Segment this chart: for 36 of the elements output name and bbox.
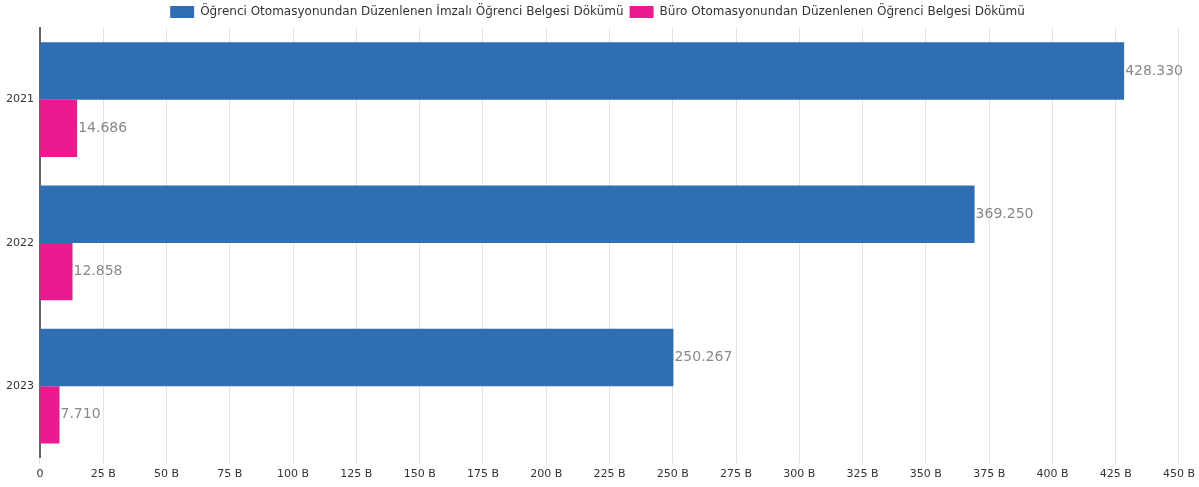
x-tick-label: 50 B <box>154 467 180 481</box>
bar <box>40 42 1125 100</box>
x-tick-label: 125 B <box>340 467 373 481</box>
x-tick-label: 0 <box>36 467 44 481</box>
x-tick-label: 100 B <box>277 467 310 481</box>
x-tick-label: 150 B <box>403 467 436 481</box>
x-tick-label: 450 B <box>1162 467 1195 481</box>
data-label: 428.330 <box>1125 61 1184 78</box>
y-tick-label: 2022 <box>5 235 34 249</box>
legend-label: Büro Otomasyonundan Düzenlenen Öğrenci Belgesi Dökümü <box>659 2 1025 19</box>
bar <box>40 328 674 387</box>
x-tick-label: 75 B <box>217 467 243 481</box>
data-label: 7.710 <box>60 405 101 422</box>
y-tick-label: 2021 <box>5 92 34 106</box>
x-tick-label: 325 B <box>846 467 879 481</box>
data-label: 250.267 <box>674 348 733 365</box>
bar <box>40 99 78 157</box>
data-label: 14.686 <box>78 118 128 135</box>
data-label: 12.858 <box>73 262 123 279</box>
x-tick-label: 250 B <box>656 467 689 481</box>
x-tick-label: 25 B <box>90 467 116 481</box>
x-tick-label: 200 B <box>530 467 563 481</box>
bar <box>40 242 73 301</box>
bar <box>40 386 60 444</box>
x-tick-label: 275 B <box>720 467 753 481</box>
x-tick-label: 175 B <box>466 467 499 481</box>
data-label: 369.250 <box>975 204 1034 221</box>
bar <box>40 185 975 243</box>
legend-label: Öğrenci Otomasyonundan Düzenlenen İmzalı Öğrenci Belgesi Dökümü <box>200 2 624 19</box>
x-tick-label: 400 B <box>1036 467 1069 481</box>
x-tick-label: 375 B <box>973 467 1006 481</box>
x-tick-label: 350 B <box>909 467 942 481</box>
y-tick-label: 2023 <box>5 379 34 393</box>
x-tick-label: 225 B <box>593 467 626 481</box>
x-tick-label: 300 B <box>783 467 816 481</box>
x-tick-label: 425 B <box>1099 467 1132 481</box>
